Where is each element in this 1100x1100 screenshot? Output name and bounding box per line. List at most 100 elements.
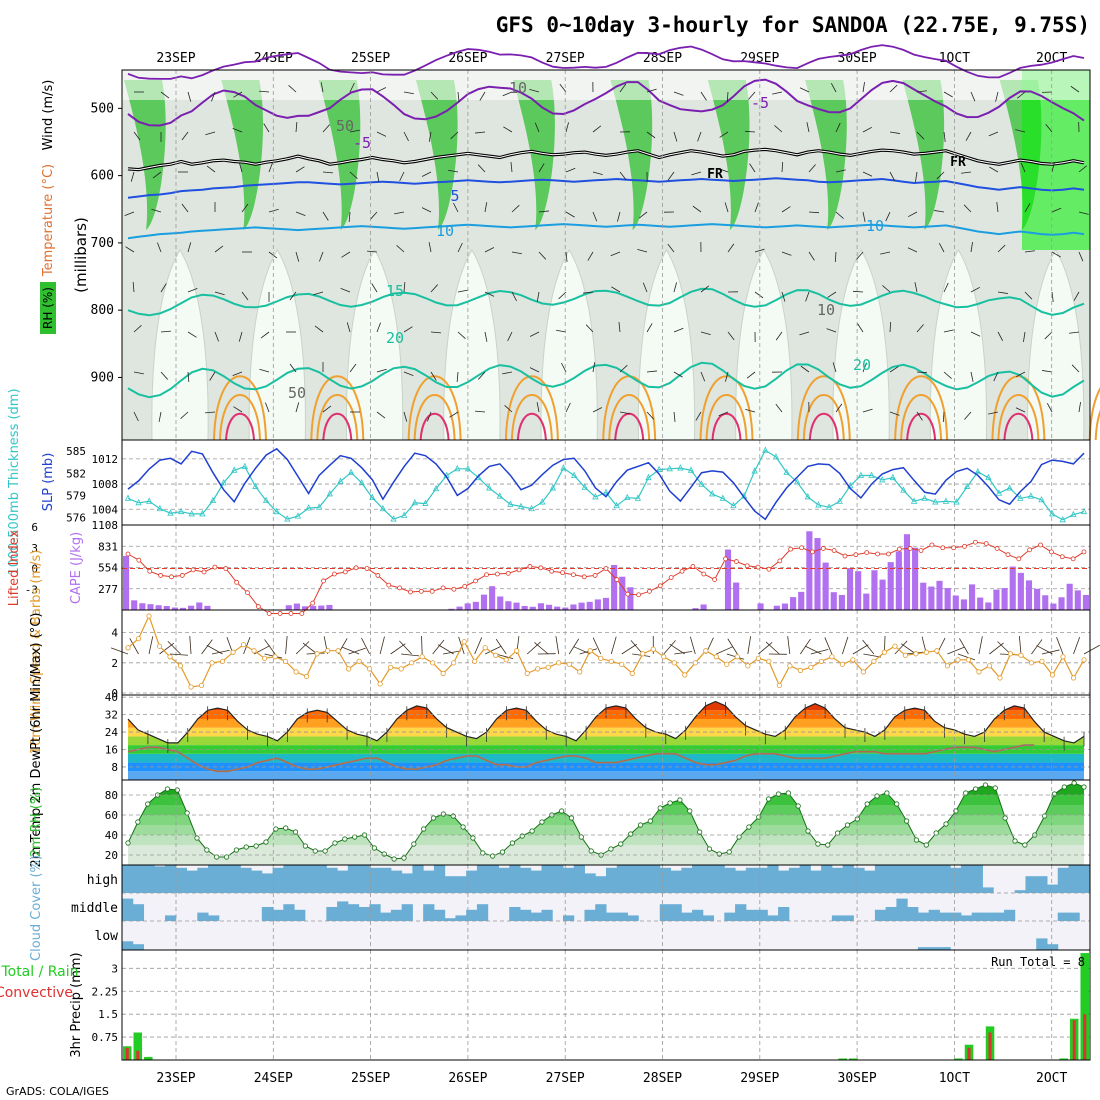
rh-marker: [401, 855, 407, 861]
rh-marker: [972, 786, 979, 792]
thickness-marker: [528, 504, 535, 512]
wind-speed-marker: [472, 658, 478, 664]
cloud-cover-bar: [971, 912, 983, 921]
cloud-cover-bar: [960, 915, 973, 921]
thickness-tick-label: 585: [66, 445, 86, 458]
cape-bar: [147, 604, 154, 610]
wind-barb: [187, 288, 198, 293]
cloud-cover-bar: [444, 876, 456, 893]
cloud-cover-bar: [584, 873, 596, 893]
thickness-marker: [910, 497, 918, 504]
date-tick-label-bottom: 26SEP: [448, 1071, 487, 1086]
warm-isotherm-arc: [419, 412, 450, 441]
rh-marker: [292, 829, 299, 835]
wind-barb: [618, 322, 621, 333]
lifted-index-marker: [1038, 542, 1043, 548]
cloud-cover-bar: [896, 865, 908, 893]
wind-barb: [718, 168, 729, 173]
wind-speed-marker: [986, 663, 993, 669]
cloud-cover-bar: [659, 904, 672, 921]
thickness-marker: [262, 496, 270, 504]
pressure-tick-label: 600: [91, 169, 114, 184]
cloud-cover-bar: [896, 898, 908, 921]
wind-barb: [1051, 251, 1061, 258]
wind-speed-marker: [430, 660, 436, 666]
dry-column-area: [540, 249, 598, 441]
surface-wind-barb: [243, 637, 251, 655]
thickness-marker: [730, 501, 737, 509]
rh-marker: [982, 782, 989, 788]
cloud-cover-bar: [272, 867, 284, 893]
rh-marker: [1061, 784, 1067, 790]
wind-barb: [376, 368, 387, 373]
wind-speed-marker: [293, 669, 299, 675]
wind-barb: [997, 291, 1008, 294]
wind-barb: [611, 286, 621, 293]
wind-barb: [475, 410, 486, 413]
lifted-index-marker: [386, 582, 392, 588]
rh-ylabel: 2m RH (%): [29, 787, 44, 858]
wind-speed-marker: [125, 645, 131, 651]
wind-barb: [556, 329, 567, 333]
cloud-cover-bar: [401, 873, 413, 893]
rh-marker: [815, 841, 821, 847]
cloud-cover-bar: [627, 915, 639, 921]
rh-tick-label: 60: [105, 809, 118, 822]
wind-speed-marker: [419, 654, 425, 660]
rh-marker: [913, 837, 920, 843]
wind-barb: [642, 282, 648, 293]
surface-wind-barb: [211, 649, 230, 655]
cape-bar: [521, 606, 528, 610]
surface-wind-barb: [361, 637, 370, 655]
rh-marker: [795, 803, 801, 809]
cloud-cover-bar: [519, 909, 532, 921]
wind-barb: [233, 91, 243, 98]
cape-bar: [562, 607, 569, 610]
wind-barb: [322, 211, 329, 221]
wind-barb: [403, 411, 408, 422]
surface-wind-barb: [438, 644, 454, 655]
cloud-cover-bar: [767, 865, 779, 893]
wind-barb: [288, 85, 297, 93]
cape-bar: [879, 579, 886, 610]
wind-barb: [775, 403, 783, 413]
wind-barb: [211, 91, 216, 102]
warm-isotherm-arc: [894, 375, 949, 441]
cloud-cover-bar: [1036, 876, 1048, 893]
rh-marker: [322, 848, 328, 854]
surface-wind-barb: [110, 647, 129, 655]
lifted-index-marker: [733, 559, 739, 564]
cloud-cover-bar: [390, 909, 403, 921]
cape-bar: [179, 607, 187, 610]
wind-barb: [583, 291, 594, 294]
cloud-cover-bar: [165, 865, 177, 893]
wind-barb: [637, 249, 648, 253]
thickness-marker: [857, 471, 865, 478]
precip-total-bar: [1059, 1058, 1068, 1060]
wind-barb: [478, 371, 486, 380]
lifted-index-marker: [1081, 549, 1087, 555]
wind-speed-marker: [535, 666, 541, 672]
wind-barb: [1078, 165, 1088, 173]
precip-tick-label: 3: [111, 962, 118, 975]
precip-total-bar: [954, 1058, 963, 1060]
cloud-cover-bar: [455, 876, 467, 893]
contour-label: 10: [866, 217, 884, 235]
wind-barb: [646, 88, 657, 93]
cloud-cover-bar: [595, 904, 607, 921]
surface-wind-barb: [747, 636, 752, 655]
wind-barb: [638, 211, 648, 219]
surface-wind-barb: [1036, 645, 1053, 655]
wind-barb: [727, 331, 735, 341]
cape-bar: [204, 605, 211, 610]
thickness-marker: [719, 494, 726, 501]
wind-barb: [1078, 251, 1084, 262]
thickness-marker: [868, 471, 875, 478]
thickness-marker: [464, 464, 472, 472]
surface-wind-barb: [495, 653, 514, 660]
cloud-cover-bar: [928, 909, 940, 921]
warm-isotherm-arc: [213, 375, 267, 441]
wind-barb: [834, 251, 837, 263]
rh-tick-label: 40: [105, 829, 118, 842]
wind-barb: [673, 91, 684, 96]
